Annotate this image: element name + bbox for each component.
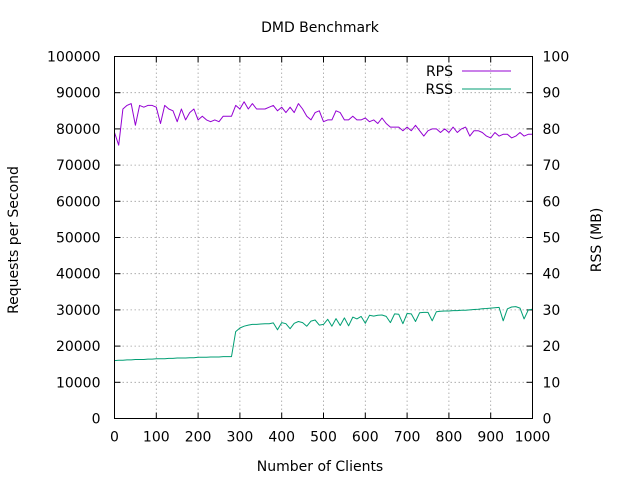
y2-tick-label: 20 [543, 339, 561, 355]
y-tick-label: 10000 [56, 375, 101, 391]
x-tick-label: 300 [227, 430, 254, 446]
y2-tick-label: 100 [543, 50, 570, 66]
y2-axis-label: RSS (MB) [589, 208, 605, 273]
y-tick-label: 70000 [56, 158, 101, 174]
y-tick-label: 0 [92, 412, 101, 428]
y2-tick-label: 30 [543, 303, 561, 319]
y-tick-label: 50000 [56, 231, 101, 247]
x-axis-label: Number of Clients [257, 459, 383, 475]
x-tick-label: 200 [185, 430, 212, 446]
series-line-rps [114, 101, 533, 146]
x-tick-label: 1000 [515, 430, 551, 446]
legend-label-rss: RSS [425, 82, 453, 98]
y-tick-label: 60000 [56, 194, 101, 210]
legend-label-rps: RPS [426, 64, 453, 80]
y2-tick-label: 80 [543, 122, 561, 138]
y2-tick-label: 0 [543, 412, 552, 428]
y2-tick-label: 90 [543, 86, 561, 102]
y-tick-labels: 0 10000 20000 30000 40000 50000 60000 70000 8000… [47, 50, 100, 428]
series-lines [114, 101, 533, 362]
plot-frame [114, 56, 533, 419]
y-tick-label: 30000 [56, 303, 101, 319]
x-tick-label: 400 [268, 430, 295, 446]
x-tick-labels: 0 100 200 300 400 500 600 700 800 900 1000 [110, 430, 550, 446]
x-tick-label: 800 [436, 430, 463, 446]
legend: RPS RSS [425, 64, 511, 98]
grid-lines [114, 56, 533, 419]
y2-tick-label: 60 [543, 194, 561, 210]
y2-tick-label: 10 [543, 375, 561, 391]
y-tick-label: 80000 [56, 122, 101, 138]
y-tick-label: 40000 [56, 267, 101, 283]
x-tick-label: 500 [310, 430, 337, 446]
x-tick-label: 0 [110, 430, 119, 446]
y-tick-label: 100000 [47, 50, 100, 66]
y2-tick-label: 50 [543, 231, 561, 247]
y2-tick-labels: 0 10 20 30 40 50 60 70 80 90 100 [543, 50, 570, 428]
y2-tick-label: 70 [543, 158, 561, 174]
y2-tick-label: 40 [543, 267, 561, 283]
x-tick-label: 700 [394, 430, 421, 446]
y-axis-label: Requests per Second [6, 166, 22, 314]
chart-title: DMD Benchmark [261, 20, 380, 36]
y-tick-label: 90000 [56, 86, 101, 102]
series-line-rss [114, 306, 533, 362]
x-tick-label: 600 [352, 430, 379, 446]
x-tick-label: 900 [477, 430, 504, 446]
y-tick-label: 20000 [56, 339, 101, 355]
x-tick-label: 100 [143, 430, 170, 446]
